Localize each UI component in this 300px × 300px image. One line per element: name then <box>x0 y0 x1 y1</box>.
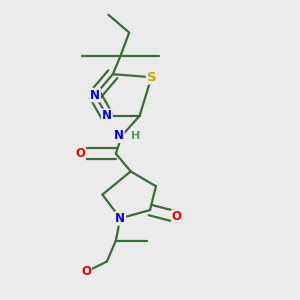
Text: O: O <box>81 266 91 278</box>
Text: N: N <box>115 212 125 225</box>
Text: O: O <box>75 147 85 160</box>
Text: N: N <box>102 109 112 122</box>
Text: H: H <box>130 131 140 141</box>
Text: N: N <box>90 88 100 101</box>
Text: N: N <box>114 129 124 142</box>
Text: S: S <box>147 71 156 84</box>
Text: O: O <box>172 210 182 224</box>
